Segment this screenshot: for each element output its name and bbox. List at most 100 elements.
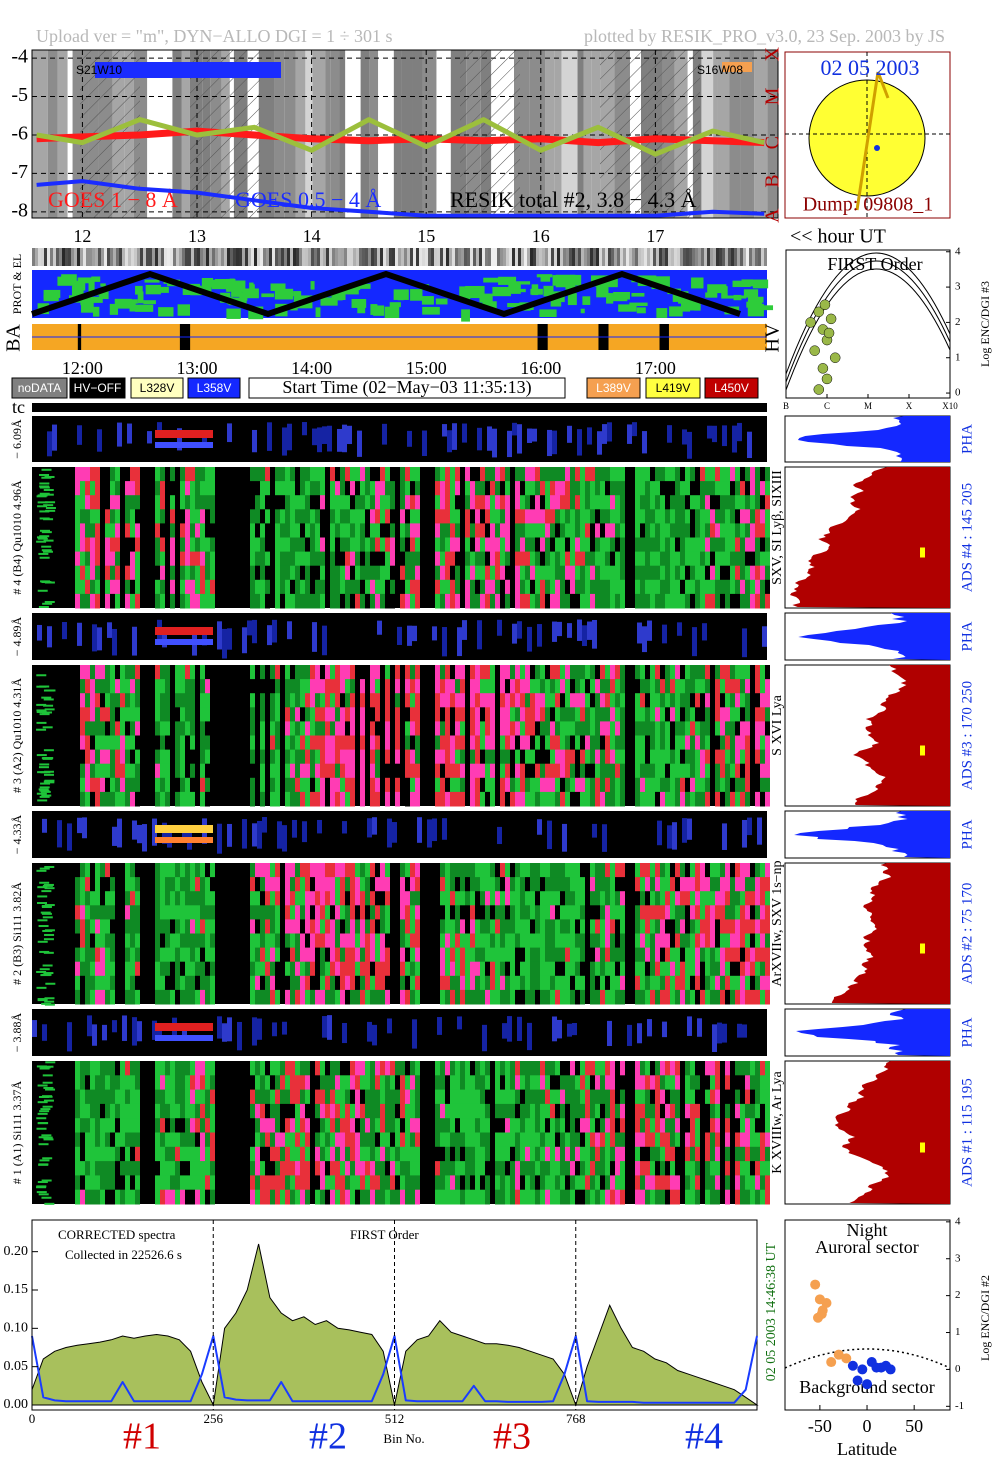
spectro-cell — [345, 679, 350, 694]
prot-strip — [299, 248, 302, 266]
pha-cell — [562, 823, 567, 852]
spectro-cell — [375, 707, 380, 722]
prot-strip — [635, 248, 638, 266]
spectro-cell — [675, 495, 680, 510]
spectro-cell — [290, 1118, 295, 1133]
label: 4 — [955, 245, 961, 257]
spectro-cell — [270, 1103, 275, 1119]
point — [823, 327, 835, 339]
spectro-cell — [380, 933, 385, 949]
spectro-cell — [615, 495, 620, 510]
prot-blob — [498, 276, 517, 285]
prot-strip — [677, 248, 680, 266]
spectro-cell — [290, 679, 295, 694]
spectro-cell — [615, 877, 620, 892]
spectro-cell — [520, 693, 525, 708]
spectro-cell — [555, 877, 560, 892]
spectro-cell — [200, 495, 205, 510]
spectro-cell — [180, 919, 185, 934]
pha-cell — [422, 430, 427, 457]
prot-blob — [92, 306, 100, 317]
pha-cell — [287, 423, 292, 451]
spectro-cell — [480, 749, 485, 765]
prot-blob — [483, 277, 502, 283]
spectro-cell — [415, 961, 420, 977]
spectro-cell — [75, 537, 80, 553]
spectro-cell — [255, 1103, 260, 1119]
prot-blob — [550, 298, 562, 307]
spectro-cell — [110, 989, 115, 1005]
spectro-cell — [380, 593, 385, 609]
spectro-cell — [380, 523, 385, 538]
spectro-cell — [720, 579, 725, 595]
ads-marker — [920, 745, 925, 756]
pha-cell — [167, 826, 172, 848]
spectro-cell — [100, 1061, 105, 1076]
spectro-cell — [615, 523, 620, 538]
spectro-cell — [670, 749, 675, 765]
spectro-cell — [615, 721, 620, 736]
spectro-cell — [505, 579, 510, 595]
spectro-cell — [735, 877, 740, 892]
spectro-cell — [475, 919, 480, 934]
spectro-cell — [300, 777, 305, 793]
pha-cell — [587, 621, 592, 640]
spectro-cell — [305, 509, 310, 524]
spectro-cell — [135, 947, 140, 963]
spectro-cell — [155, 891, 160, 906]
legend-entry: L389V — [596, 381, 631, 395]
spectro-cell — [85, 679, 90, 694]
spectro-cell — [130, 891, 135, 906]
spectro-cell — [505, 947, 510, 963]
spectro-cell — [335, 1189, 340, 1205]
spectro-cell — [250, 537, 255, 553]
spectro-cell — [635, 877, 640, 892]
spectro-cell — [405, 905, 410, 920]
edge-tick — [41, 549, 52, 552]
prot-blob — [77, 277, 94, 284]
spectro-cell — [550, 467, 555, 482]
spectro-cell — [265, 593, 270, 609]
spectro-cell — [295, 947, 300, 963]
spectro-cell — [210, 1189, 215, 1205]
spectro-cell — [210, 1175, 215, 1191]
spectro-cell — [265, 905, 270, 920]
spectro-cell — [560, 947, 565, 963]
spectro-cell — [155, 975, 160, 991]
spectro-cell — [580, 961, 585, 977]
spectro-cell — [715, 933, 720, 949]
spectro-cell — [705, 579, 710, 595]
spectro-cell — [705, 933, 710, 949]
spectro-cell — [720, 989, 725, 1005]
spectro-cell — [610, 877, 615, 892]
spectro-cell — [605, 665, 610, 680]
spectro-cell — [400, 565, 405, 581]
spectro-cell — [400, 905, 405, 920]
prot-strip — [371, 248, 374, 266]
spectro-cell — [275, 1118, 280, 1133]
spectro-cell — [505, 565, 510, 581]
spectro-cell — [165, 693, 170, 708]
spectro-cell — [285, 1103, 290, 1119]
spectro-cell — [115, 791, 120, 807]
spectro-cell — [525, 749, 530, 765]
spectro-cell — [620, 989, 625, 1005]
spectro-cell — [270, 877, 275, 892]
spectro-cell — [205, 735, 210, 751]
spectro-cell — [130, 467, 135, 482]
spectro-cell — [135, 1118, 140, 1133]
edge-tick — [38, 606, 49, 609]
orbit-stripe — [295, 50, 306, 218]
spectro-cell — [80, 1089, 85, 1105]
spectro-cell — [475, 933, 480, 949]
spectro-cell — [510, 891, 515, 906]
prot-strip — [746, 248, 749, 266]
spectro-cell — [415, 679, 420, 694]
spectro-cell — [465, 579, 470, 595]
spectro-cell — [610, 933, 615, 949]
spectro-cell — [90, 763, 95, 779]
spectro-cell — [590, 947, 595, 963]
spectro-cell — [95, 495, 100, 510]
spectro-cell — [360, 1146, 365, 1162]
spectro-cell — [765, 989, 770, 1005]
